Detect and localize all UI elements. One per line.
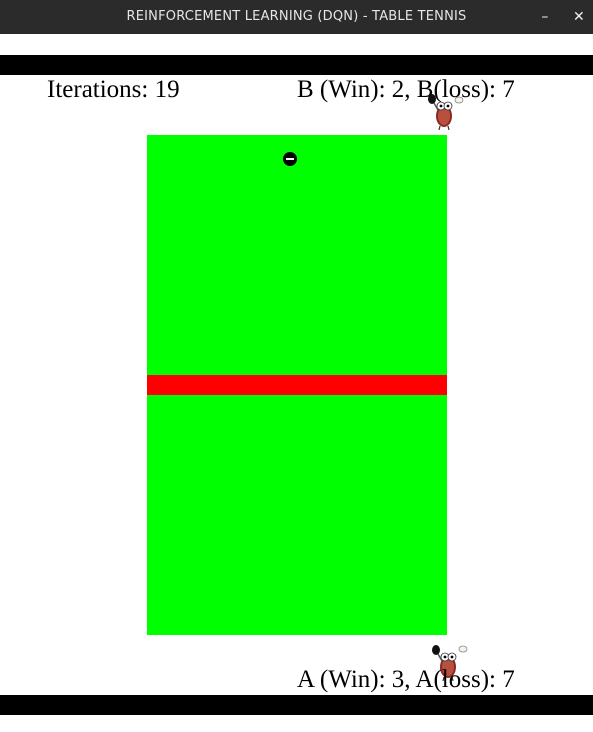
- bottom-boundary-bar: [0, 695, 593, 715]
- player-a-score: A (Win): 3, A(loss): 7: [297, 666, 515, 693]
- close-button[interactable]: ✕: [573, 9, 585, 25]
- player-b-score: B (Win): 2, B(loss): 7: [297, 76, 515, 103]
- top-boundary-bar: [0, 55, 593, 75]
- iterations-counter: Iterations: 19: [47, 76, 180, 103]
- window-titlebar: REINFORCEMENT LEARNING (DQN) - TABLE TEN…: [0, 0, 593, 34]
- player-b-robot-with-paddle-icon: [428, 94, 464, 130]
- ball-icon: [283, 152, 297, 166]
- minimize-button[interactable]: –: [541, 9, 549, 25]
- table-net: [147, 375, 447, 395]
- window-title: REINFORCEMENT LEARNING (DQN) - TABLE TEN…: [126, 9, 467, 24]
- player-a-robot-with-paddle-icon: [432, 645, 468, 681]
